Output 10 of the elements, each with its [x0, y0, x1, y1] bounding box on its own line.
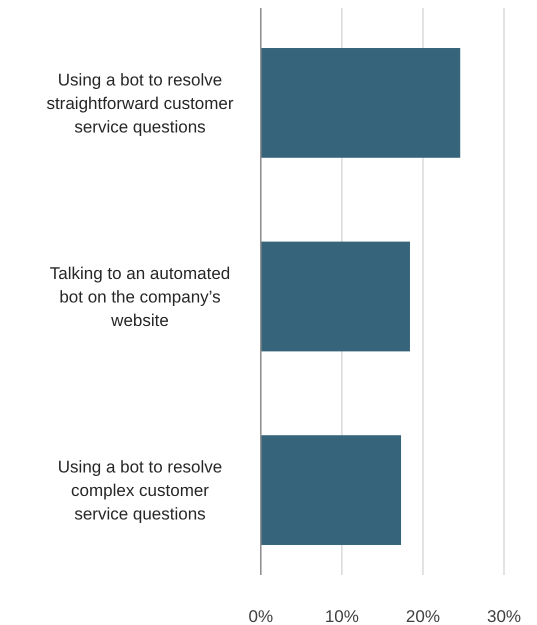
y-tick-label: Talking to an automated bot on the company’s website — [50, 264, 230, 330]
bar — [260, 435, 402, 545]
y-tick-label: Using a bot to resolve straightforward customer service questions — [46, 70, 234, 136]
bar — [260, 242, 410, 352]
y-tick-label: Using a bot to resolve complex customer service questions — [58, 458, 222, 524]
x-tick-label: 10% — [324, 607, 359, 625]
x-tick-label: 0% — [248, 607, 274, 625]
x-tick-label: 20% — [406, 607, 440, 625]
x-tick-label: 30% — [486, 607, 522, 625]
bar — [260, 48, 460, 158]
